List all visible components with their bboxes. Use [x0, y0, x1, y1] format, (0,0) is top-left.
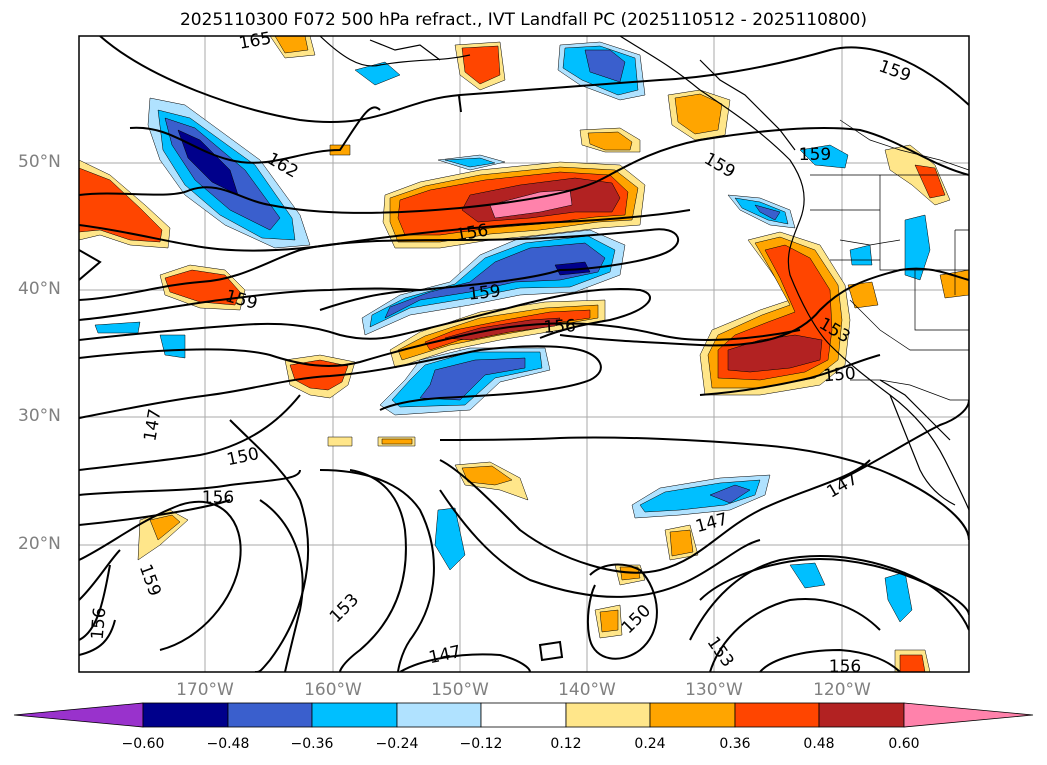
colorbar-swatch [311, 702, 398, 728]
contour-label: 165 [237, 28, 272, 53]
colorbar-swatch [565, 702, 651, 728]
colorbar-swatch [227, 702, 313, 728]
contour-label: 159 [135, 562, 165, 599]
height-contours [79, 36, 969, 672]
lon-label: 160°W [304, 680, 362, 700]
colorbar-tick-label: −0.60 [121, 736, 165, 752]
contour-label: 159 [467, 281, 501, 304]
contour-label: 156 [829, 657, 861, 677]
political-borders [810, 119, 969, 401]
lat-label: 30°N [18, 406, 61, 426]
colorbar-tick-label: −0.12 [459, 736, 503, 752]
colorbar-swatch [818, 702, 905, 728]
colorbar-extend-low [13, 702, 144, 728]
contour-label: 153 [326, 590, 363, 627]
lon-label: 130°W [685, 680, 743, 700]
lat-label: 50°N [18, 152, 61, 172]
colorbar-tick-label: −0.48 [206, 736, 250, 752]
map-frame [78, 35, 970, 673]
lon-label: 140°W [558, 680, 616, 700]
map-fields [79, 36, 969, 672]
colorbar-tick-label: 0.24 [634, 736, 666, 752]
contour-label: 159 [799, 145, 831, 165]
colorbar-tick-label: 0.36 [719, 736, 751, 752]
colorbar-tick-label: −0.24 [375, 736, 419, 752]
colorbar-tick-label: 0.12 [550, 736, 582, 752]
contour-label: 147 [427, 642, 463, 668]
contour-label: 156 [202, 488, 234, 508]
contour-label: 150 [823, 364, 857, 387]
colorbar-tick-label: −0.36 [290, 736, 334, 752]
colorbar-tick-label: 0.48 [803, 736, 835, 752]
contour-label: 159 [876, 56, 913, 86]
lon-label: 150°W [431, 680, 489, 700]
colorbar-extend-high [903, 702, 1034, 728]
contour-label: 159 [700, 149, 738, 183]
contour-label: 150 [618, 601, 655, 638]
contour-label: 150 [225, 444, 261, 470]
colorbar-tick-label: 0.60 [888, 736, 920, 752]
colorbar-swatch [480, 702, 567, 728]
colorbar-swatch [734, 702, 820, 728]
lat-label: 40°N [18, 279, 61, 299]
coastlines [319, 36, 969, 511]
colorbar-swatch [649, 702, 736, 728]
contour-label: 156 [454, 220, 489, 245]
colorbar [13, 702, 1034, 728]
lat-label: 20°N [18, 534, 61, 554]
contour-label: 147 [140, 407, 165, 442]
contour-label: 153 [703, 633, 738, 671]
contour-label: 156 [88, 607, 111, 641]
lon-label: 120°W [813, 680, 871, 700]
colorbar-swatch [396, 702, 482, 728]
colorbar-swatch [142, 702, 229, 728]
lon-label: 170°W [176, 680, 234, 700]
contour-label: 156 [543, 316, 576, 338]
map-title: 2025110300 F072 500 hPa refract., IVT La… [179, 10, 867, 30]
